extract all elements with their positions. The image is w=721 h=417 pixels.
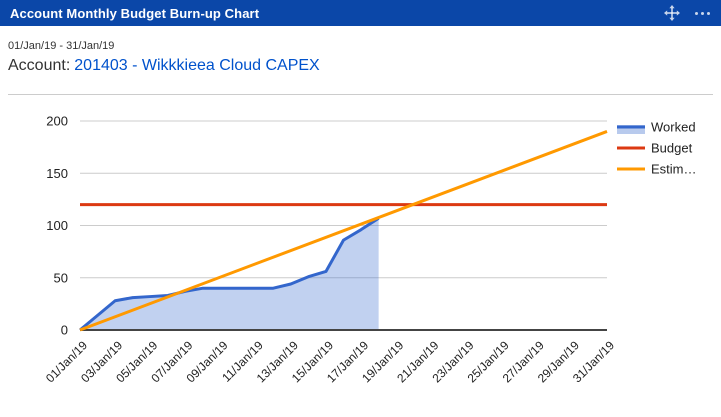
- move-icon[interactable]: [663, 4, 681, 22]
- legend-label: Estim…: [651, 162, 697, 177]
- legend-label: Worked: [651, 120, 696, 135]
- y-tick-label: 0: [61, 323, 68, 338]
- y-tick-label: 50: [54, 270, 68, 285]
- estimated-line: [79, 130, 608, 332]
- legend-swatch-fill: [617, 125, 645, 134]
- gadget-title: Account Monthly Budget Burn-up Chart: [10, 5, 260, 21]
- legend-item-worked: Worked: [617, 120, 696, 135]
- y-tick-label: 200: [46, 114, 68, 129]
- gadget-header: Account Monthly Budget Burn-up Chart: [0, 0, 721, 26]
- y-axis-labels: 0 50 100 150 200: [46, 114, 68, 338]
- x-axis-labels: 01/Jan/1903/Jan/1905/Jan/1907/Jan/1909/J…: [43, 338, 617, 385]
- divider: [8, 94, 713, 95]
- account-link[interactable]: 201403 - Wikkkieea Cloud CAPEX: [74, 57, 320, 74]
- account-line: Account: 201403 - Wikkkieea Cloud CAPEX: [8, 57, 320, 75]
- legend-item-estimated: Estim…: [617, 162, 697, 177]
- legend-item-budget: Budget: [617, 141, 693, 156]
- legend-label: Budget: [651, 141, 693, 156]
- gadget-header-controls: [663, 4, 711, 22]
- y-tick-label: 100: [46, 218, 68, 233]
- account-label: Account:: [8, 57, 71, 74]
- y-gridlines: [80, 120, 607, 279]
- ellipsis-glyph: [694, 11, 710, 15]
- chart-legend: Worked Budget Estim…: [617, 120, 697, 177]
- date-range: 01/Jan/19 - 31/Jan/19: [8, 40, 115, 52]
- worked-line: [79, 216, 380, 332]
- y-tick-label: 150: [46, 166, 68, 181]
- more-options-icon[interactable]: [693, 4, 711, 22]
